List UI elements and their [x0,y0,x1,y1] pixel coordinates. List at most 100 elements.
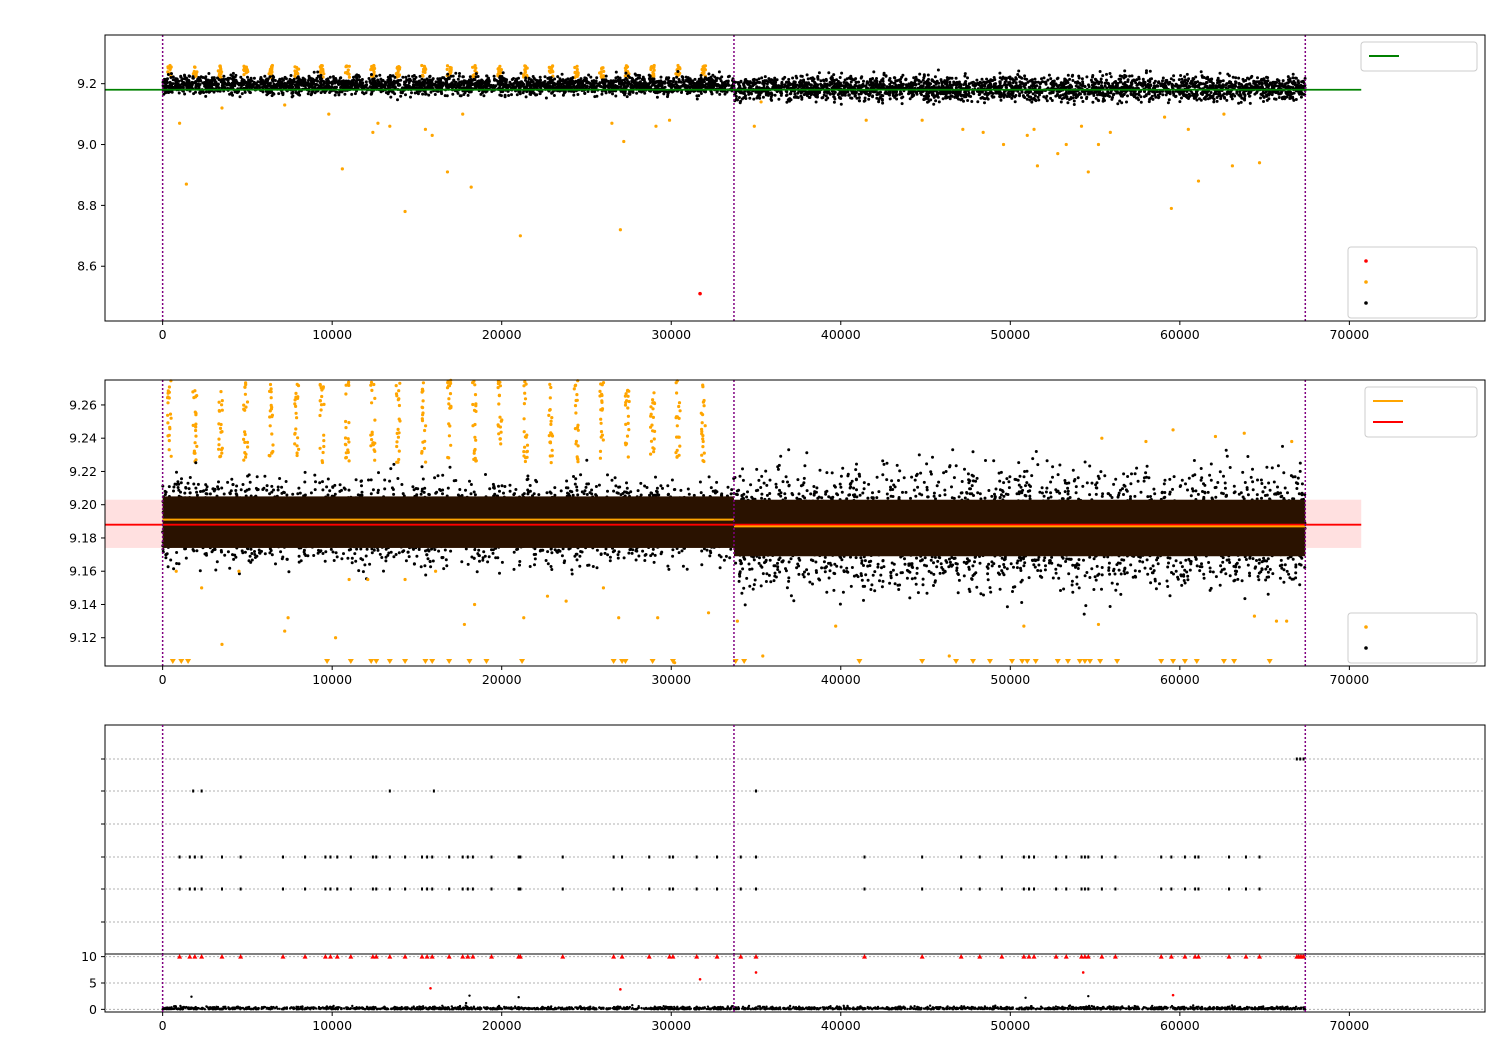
ok-points-obs-0-point [315,83,319,87]
ok-points-obs-0-point [374,74,378,78]
highlighted-cluster-point [345,64,349,68]
ok-points-obs-1-point [1071,79,1075,82]
ok-points-obs-0-point [286,80,290,84]
ok-points-obs-0-point [688,77,692,81]
ok-points-obs-0-point [166,85,170,89]
ok-points-obs-0-point [534,85,538,89]
ok-points-obs-1-point [824,79,828,82]
ok-points-obs-0-point [478,80,482,83]
ok-points-obs-1-point [1058,83,1061,87]
ok-points-obs-0-point [222,74,226,78]
ok-points-obs-0-point [212,90,216,94]
ok-points-obs-1-point [820,84,824,87]
ok-points-obs-0-point [683,85,687,89]
ok-points-obs-0-point [459,94,463,98]
highlighted-cluster-point [293,65,297,69]
ok-points-obs-1-point [1259,96,1262,100]
ok-points-obs-1-point [1004,79,1008,83]
ok-points-obs-1-point [862,99,866,103]
ok-points-obs-1-point [1231,75,1235,79]
ok-points-obs-0-point [339,86,343,89]
ok-points-obs-0-point [370,73,373,76]
ok-points-obs-1-point [908,97,912,101]
ok-points-obs-0-point [576,93,580,96]
ok-points-obs-1-point [1256,76,1259,80]
ok-points-obs-1-point [1222,92,1226,96]
ok-points-obs-1-point [1194,95,1198,98]
ok-points-obs-0-point [570,78,574,81]
ok-points-obs-0-point [430,80,434,84]
ok-points-obs-0-point [451,92,455,96]
ok-points-obs-0-point [404,93,407,97]
ok-points-obs-1-point [1291,72,1295,76]
ok-points-obs-0-point [337,93,341,97]
ok-points-obs-1-point [1215,92,1218,96]
highlighted-cluster [166,63,708,80]
ok-points-obs-0-point [389,78,393,82]
ok-points-obs-0-point [560,82,564,86]
ok-points-obs-1-point [737,96,741,99]
ok-points-obs-1-point [1052,79,1056,83]
highlighted-cluster-point [296,67,300,71]
ok-points-obs-0-point [350,92,354,96]
ok-points-obs-1-point [863,96,867,100]
ok-points-obs-1-point [1161,76,1165,80]
ok-points-obs-0-point [614,94,618,98]
highlighted-cluster-point [472,65,476,69]
ok-points-obs-0-point [255,85,259,89]
ok-points-obs-1-point [1037,98,1041,102]
ok-points-obs-1-point [838,96,842,100]
ok-points-obs-0-point [296,75,300,79]
ok-points-obs-0-point [360,78,364,81]
highlighted-cluster-point [548,70,552,74]
ok-points-obs-0-point [378,73,382,77]
ok-points-obs-0-point [352,75,355,79]
ok-points-obs-0-point [461,75,465,79]
ok-points-obs-1-point [1224,86,1228,90]
ok-points-obs-0-point [585,81,589,85]
ok-points-obs-1-point [1119,77,1123,81]
ok-points-obs-0-point [410,91,413,95]
ok-points-obs-0-point [725,79,728,83]
ok-points-obs-0-point [670,85,674,88]
ok-points-obs-1-point [1071,96,1075,100]
ok-points-obs-1-point [998,71,1002,75]
ok-points-obs-0-point [560,72,564,76]
ok-points-obs-1-point [738,101,742,105]
highlighted-cluster-point [676,63,680,68]
ok-points-obs-0-point [163,85,167,89]
ok-points-obs-0-point [414,83,418,87]
ok-points-obs-1-point [1098,70,1102,73]
ok-points-obs-0-point [174,82,177,86]
ok-points-obs-0-point [367,77,371,80]
ok-points-obs-0-point [549,80,553,84]
ok-points-obs-0-point [194,84,198,88]
ok-points-obs-0-point [190,85,194,89]
ok-points-obs-0-point [207,90,211,94]
ok-points-obs-1-point [1071,73,1075,77]
ok-points-obs-0-point [538,75,542,79]
ok-points-obs-0-point [387,84,390,88]
ok-points-obs-0-point [696,80,700,84]
ok-points-obs-1-point [791,76,795,80]
ok-points-obs-1-point [819,79,823,83]
ok-points-obs-1-point [1294,76,1298,80]
ok-points-obs-1-point [860,75,864,79]
ok-points-obs-1-point [1237,101,1241,105]
ok-points-obs-0-point [602,85,606,89]
ok-points-obs-0-point [421,92,425,96]
ok-points-obs-0-point [312,70,316,74]
ok-points-obs-1-point [842,81,846,84]
ok-points-obs-1-point [1124,90,1128,94]
ok-points-obs-0-point [688,91,692,95]
ok-points-obs-0-point [239,82,243,86]
ok-points-obs-0-point [245,85,249,89]
ok-points-obs-1-point [1185,72,1189,76]
ok-points-obs-0-point [411,85,415,89]
ok-points-obs-1-point [1077,76,1081,80]
ok-points-obs-0-point [431,77,435,81]
highlighted-cluster-point [217,69,221,73]
ok-points-obs-0-point [210,79,214,83]
ok-points-obs-1-point [937,100,941,104]
ok-points-obs-0-point [524,85,528,89]
